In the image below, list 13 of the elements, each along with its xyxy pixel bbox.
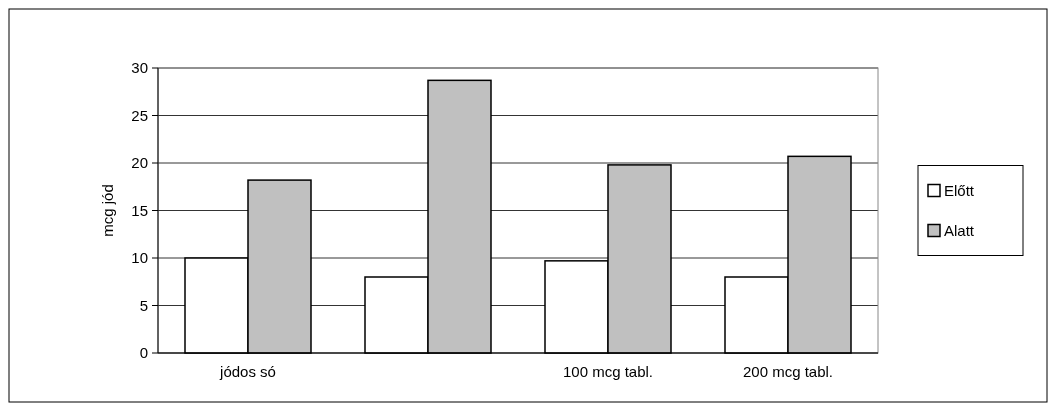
legend-label: Előtt — [944, 181, 975, 199]
legend-label: Alatt — [944, 221, 975, 239]
y-tick-label: 10 — [131, 249, 148, 267]
x-tick-label: 100 mcg tabl. — [562, 363, 654, 380]
y-tick-label: 20 — [131, 154, 148, 172]
x-tick-label: 200 mcg tabl. — [742, 363, 834, 380]
y-tick-label: 5 — [139, 296, 148, 314]
y-tick-label: 30 — [131, 59, 148, 77]
x-tick-label: jódos só — [219, 363, 276, 380]
y-tick-label: 0 — [139, 344, 148, 362]
y-axis-title: mcg jód — [99, 184, 116, 237]
y-tick-label: 25 — [131, 106, 148, 124]
y-tick-label: 15 — [131, 201, 148, 219]
